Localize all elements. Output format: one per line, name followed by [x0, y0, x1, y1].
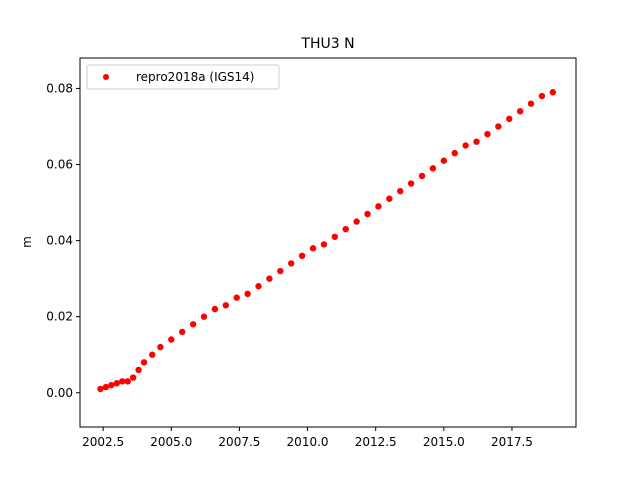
x-tick-label: 2007.5 — [218, 435, 260, 449]
data-point — [124, 378, 131, 385]
data-point — [277, 267, 284, 275]
x-tick-label: 2012.5 — [355, 435, 397, 449]
data-point — [506, 115, 513, 123]
data-point — [266, 275, 273, 282]
chart-title: THU3 N — [300, 36, 354, 52]
data-point — [222, 302, 229, 309]
data-point — [211, 305, 219, 313]
data-point — [233, 294, 240, 301]
data-point — [309, 245, 317, 252]
data-point — [473, 138, 480, 145]
data-point — [364, 210, 371, 218]
data-point — [189, 321, 197, 328]
data-point — [129, 374, 137, 381]
data-point — [418, 172, 426, 180]
data-point — [353, 218, 360, 225]
data-point — [495, 123, 502, 130]
data-point — [244, 290, 251, 298]
data-point — [527, 100, 535, 107]
data-point — [135, 366, 142, 374]
plot-frame — [79, 57, 577, 428]
data-point — [102, 383, 110, 391]
legend-marker — [103, 74, 109, 80]
data-point — [255, 283, 262, 290]
data-point — [140, 359, 148, 366]
data-point — [375, 203, 382, 210]
data-point — [320, 241, 328, 248]
x-tick-label: 2015.0 — [423, 435, 465, 449]
data-point — [331, 233, 339, 240]
data-point — [113, 380, 120, 387]
y-tick-label: 0.00 — [46, 386, 73, 400]
data-point — [97, 385, 104, 393]
data-point — [168, 336, 175, 343]
legend-box — [86, 64, 280, 90]
data-point — [451, 149, 458, 157]
y-tick-label: 0.08 — [46, 81, 73, 95]
data-point — [440, 157, 448, 164]
x-tick-label: 2002.5 — [82, 435, 124, 449]
data-point — [179, 328, 186, 336]
data-point — [462, 142, 469, 149]
data-point — [342, 225, 349, 233]
data-point — [157, 343, 164, 351]
data-points — [97, 89, 557, 393]
data-point — [538, 92, 546, 100]
y-tick-label: 0.04 — [46, 234, 73, 248]
x-axis-ticks: 2002.5 2005.0 2007.5 2010.0 2012.5 2015.0 2017… — [82, 427, 533, 449]
legend: repro2018a (IGS14) — [86, 64, 280, 90]
x-tick-label: 2017.5 — [491, 435, 533, 449]
data-point — [386, 195, 393, 202]
legend-label: repro2018a (IGS14) — [136, 70, 254, 84]
data-point — [407, 180, 415, 187]
x-tick-label: 2010.0 — [287, 435, 329, 449]
data-point — [108, 381, 115, 389]
data-point — [288, 260, 295, 267]
data-point — [516, 108, 524, 115]
data-point — [397, 187, 404, 195]
data-point — [484, 130, 491, 138]
data-point — [298, 252, 306, 260]
data-point — [119, 378, 126, 385]
y-tick-label: 0.02 — [46, 310, 73, 324]
y-axis-label: m — [20, 236, 34, 248]
y-tick-label: 0.06 — [46, 158, 73, 172]
x-tick-label: 2005.0 — [150, 435, 192, 449]
y-axis-ticks: 0.00 0.02 0.04 0.06 0.08 — [46, 81, 80, 400]
data-point — [429, 165, 437, 172]
data-point — [200, 313, 208, 320]
data-point — [549, 89, 557, 96]
data-point — [149, 351, 156, 358]
